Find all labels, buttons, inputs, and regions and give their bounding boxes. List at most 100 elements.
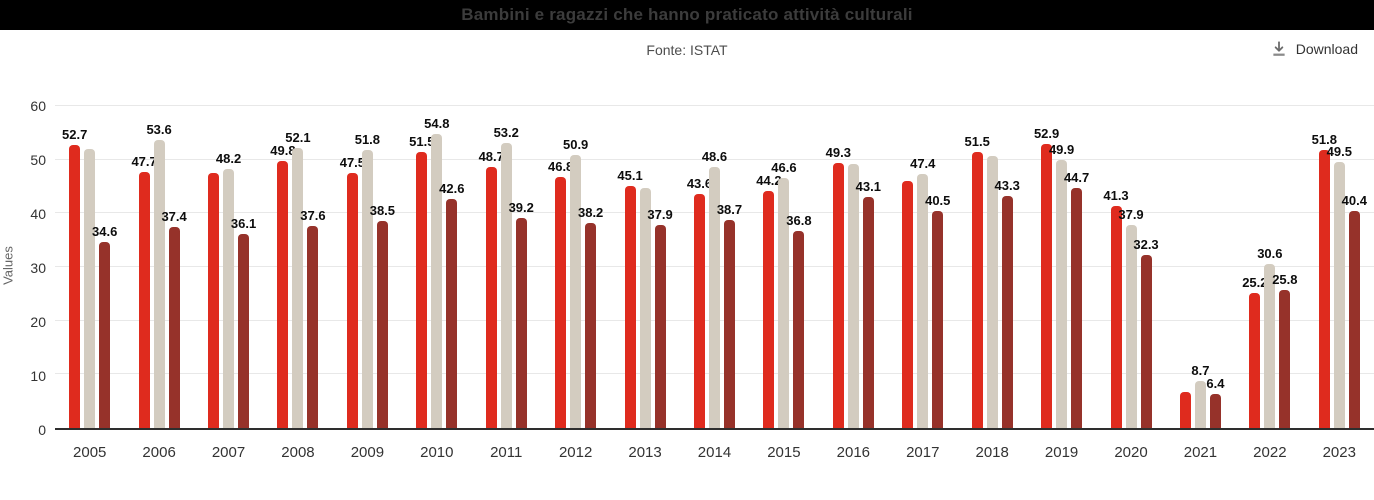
bar-series-1-red-2022[interactable]: 25.2 [1242, 275, 1268, 428]
bar-series-1-red-2011[interactable]: 48.7 [479, 149, 504, 428]
bar-series-1-red-2005[interactable]: 52.7 [62, 127, 87, 428]
value-label-series-1-red-2023: 51.8 [1311, 132, 1337, 148]
bar-series-2-beige-2020[interactable]: 37.9 [1118, 207, 1144, 428]
bar-series-3-brown-2011[interactable]: 39.2 [509, 200, 534, 428]
value-label-series-2-beige-2010: 54.8 [424, 115, 450, 131]
bar-series-1-red-2007[interactable] [208, 172, 220, 428]
value-label-series-3-brown-2019: 44.7 [1063, 170, 1090, 186]
bar-series-1-red-2008[interactable]: 49.8 [270, 143, 296, 428]
value-label-series-1-red-2015: 44.2 [756, 172, 782, 188]
bar-series-3-brown-2019[interactable]: 44.7 [1064, 170, 1089, 428]
bar-series-2-beige-2017[interactable]: 47.4 [910, 156, 935, 428]
bar-series-1-red-2020[interactable]: 41.3 [1103, 188, 1129, 428]
bar-series-2-beige-2011[interactable]: 53.2 [494, 125, 519, 428]
bar-series-2-beige-2019[interactable]: 49.9 [1049, 142, 1074, 428]
bar-series-3-brown-2021[interactable]: 6.4 [1206, 376, 1224, 428]
bar-group-2013: 45.1 37.9 [610, 106, 679, 428]
x-tick-label-2009: 2009 [350, 444, 385, 461]
bar-group-2020: 41.3 37.9 32.3 [1096, 106, 1165, 428]
bar-series-1-red-2014[interactable]: 43.6 [687, 176, 712, 428]
bar-series-3-brown-2020[interactable]: 32.3 [1133, 237, 1159, 428]
bar-series-1-red-2018[interactable]: 51.5 [965, 134, 990, 428]
bar-series-2-beige-2018[interactable] [986, 155, 998, 428]
bar-series-3-brown-2015[interactable]: 36.8 [786, 213, 812, 428]
x-tick-label-2010: 2010 [420, 444, 454, 461]
bar-series-3-brown-2008[interactable]: 37.6 [300, 208, 326, 428]
x-tick-label-2023: 2023 [1322, 444, 1356, 461]
value-label-series-1-red-2019: 52.9 [1033, 126, 1060, 142]
value-label-series-1-red-2009: 47.5 [339, 155, 366, 171]
bar-series-3-brown-2009[interactable]: 38.5 [370, 203, 395, 428]
y-tick-label-30: 30 [30, 260, 46, 276]
y-tick-label-40: 40 [30, 206, 46, 222]
x-tick-label-2022: 2022 [1253, 444, 1287, 461]
bar-series-3-brown-2014[interactable]: 38.7 [717, 202, 742, 428]
bar-series-2-beige-2008[interactable]: 52.1 [285, 130, 311, 428]
value-label-series-1-red-2020: 41.3 [1103, 188, 1129, 204]
bar-series-2-beige-2016[interactable] [847, 163, 859, 428]
x-tick-label-2019: 2019 [1044, 444, 1079, 461]
bar-series-1-red-2009[interactable]: 47.5 [340, 155, 365, 428]
bar-group-2008: 49.8 52.1 37.6 [263, 106, 332, 428]
bar-series-2-beige-2005[interactable] [84, 148, 96, 428]
bar-group-2011: 48.7 53.2 39.2 [472, 106, 541, 428]
bar-series-3-brown-2007[interactable]: 36.1 [231, 216, 256, 428]
download-button[interactable]: Download [1270, 40, 1358, 58]
bar-series-1-red-2013[interactable]: 45.1 [617, 168, 643, 428]
bar-series-1-red-2023[interactable]: 51.8 [1312, 132, 1337, 428]
value-label-series-3-brown-2008: 37.6 [300, 208, 326, 224]
bar-group-2009: 47.5 51.8 38.5 [333, 106, 402, 428]
bar-series-2-beige-2023[interactable]: 49.5 [1327, 144, 1352, 428]
value-label-series-3-brown-2021: 6.4 [1206, 375, 1225, 391]
bar-series-1-red-2006[interactable]: 47.7 [131, 154, 157, 428]
value-label-series-2-beige-2021: 8.7 [1191, 363, 1210, 379]
bar-series-3-brown-2006[interactable]: 37.4 [161, 209, 187, 428]
bar-series-2-beige-2006[interactable]: 53.6 [146, 122, 172, 428]
value-label-series-3-brown-2023: 40.4 [1341, 193, 1367, 209]
bar-group-2018: 51.5 43.3 [957, 106, 1026, 428]
bar-group-2021: 8.7 6.4 [1166, 106, 1235, 428]
bar-series-1-red-2019[interactable]: 52.9 [1034, 126, 1059, 428]
bar-series-2-beige-2007[interactable]: 48.2 [216, 151, 241, 428]
value-label-series-2-beige-2006: 53.6 [146, 122, 172, 138]
value-label-series-2-beige-2023: 49.5 [1326, 144, 1352, 160]
y-axis: 0 10 20 30 40 50 60 [0, 98, 46, 438]
bar-group-2007: 48.2 36.1 [194, 106, 263, 428]
value-label-series-1-red-2008: 49.8 [270, 142, 296, 158]
bar-series-1-red-2015[interactable]: 44.2 [756, 173, 782, 428]
value-label-series-1-red-2013: 45.1 [617, 167, 643, 183]
value-label-series-3-brown-2022: 25.8 [1272, 271, 1298, 287]
bar-series-3-brown-2013[interactable]: 37.9 [647, 207, 673, 428]
bar-series-1-red-2012[interactable]: 46.8 [548, 159, 573, 428]
value-label-series-2-beige-2019: 49.9 [1048, 142, 1075, 158]
bar-series-3-brown-2010[interactable]: 42.6 [439, 181, 464, 428]
bar-series-2-beige-2021[interactable]: 8.7 [1191, 363, 1209, 428]
bar-series-2-beige-2009[interactable]: 51.8 [355, 132, 380, 428]
bar-series-3-brown-2022[interactable]: 25.8 [1272, 272, 1298, 428]
x-tick-label-2005: 2005 [73, 444, 107, 461]
value-label-series-3-brown-2012: 38.2 [577, 205, 604, 220]
bar-series-1-red-2017[interactable] [902, 180, 914, 428]
bar-series-1-red-2021[interactable] [1179, 392, 1191, 428]
bar-series-3-brown-2023[interactable]: 40.4 [1342, 193, 1367, 428]
page-title: Bambini e ragazzi che hanno praticato at… [461, 5, 913, 24]
x-axis: 2005 2006 2007 2008 2009 2010 2011 2012 2013 2014… [55, 444, 1374, 466]
value-label-series-3-brown-2014: 38.7 [716, 202, 743, 218]
value-label-series-3-brown-2006: 37.4 [161, 209, 187, 225]
bar-series-3-brown-2017[interactable]: 40.5 [925, 193, 950, 428]
bar-series-2-beige-2014[interactable]: 48.6 [702, 149, 727, 428]
value-label-series-3-brown-2015: 36.8 [786, 212, 812, 228]
bar-series-2-beige-2022[interactable]: 30.6 [1257, 246, 1283, 428]
bar-series-1-red-2016[interactable]: 49.3 [826, 145, 851, 428]
bar-series-3-brown-2018[interactable]: 43.3 [995, 178, 1020, 428]
title-bar: Bambini e ragazzi che hanno praticato at… [0, 0, 1374, 30]
bar-series-1-red-2010[interactable]: 51.5 [409, 134, 434, 428]
bar-series-3-brown-2016[interactable]: 43.1 [856, 179, 881, 428]
bar-series-2-beige-2015[interactable]: 46.6 [771, 160, 797, 428]
bar-series-3-brown-2005[interactable]: 34.6 [92, 224, 117, 428]
bar-group-2010: 51.5 54.8 42.6 [402, 106, 471, 428]
bar-series-2-beige-2013[interactable] [639, 187, 651, 428]
bar-series-2-beige-2010[interactable]: 54.8 [424, 116, 449, 428]
bar-series-2-beige-2012[interactable]: 50.9 [563, 137, 588, 428]
bar-series-3-brown-2012[interactable]: 38.2 [578, 205, 603, 428]
